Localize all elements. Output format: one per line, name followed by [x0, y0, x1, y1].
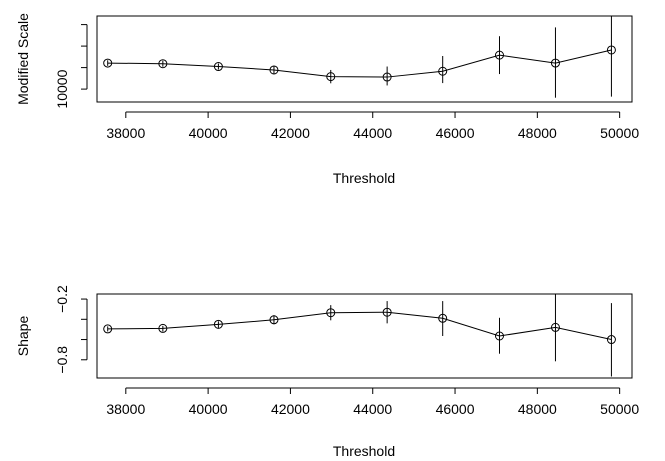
panel-2-x-axis-title: Threshold [333, 443, 395, 459]
data-point [550, 322, 560, 332]
panel-1-points [103, 45, 616, 82]
panel-2-confidence-intervals [107, 294, 612, 377]
x-tick-label: 42000 [271, 401, 310, 417]
y-tick-label: −0.2 [54, 285, 70, 313]
panel-1-y-axis-title: Modified Scale [15, 13, 31, 105]
data-point [494, 50, 504, 60]
panel-2-points [103, 307, 616, 345]
panel-1-confidence-intervals [107, 16, 612, 98]
panel-shape: −0.8 −0.2 38000 40000 42000 44000 46000 48000 5… [15, 285, 639, 459]
x-tick-label: 50000 [600, 125, 639, 141]
panel-modified-scale: 10000 38000 40000 42000 44000 46000 48000 5000… [15, 13, 639, 186]
data-point [103, 324, 113, 334]
data-point [326, 72, 336, 82]
x-tick-label: 38000 [106, 401, 145, 417]
x-tick-label: 48000 [518, 125, 557, 141]
data-point [269, 315, 279, 325]
x-tick-label: 48000 [518, 401, 557, 417]
panel-2-y-axis: −0.8 −0.2 [54, 285, 88, 374]
x-tick-label: 40000 [189, 401, 228, 417]
data-point [382, 72, 392, 82]
panel-2-series-line [107, 311, 612, 341]
x-tick-label: 44000 [353, 125, 392, 141]
panel-1-y-axis: 10000 [54, 24, 88, 109]
data-point [213, 62, 223, 72]
panel-2-x-axis: 38000 40000 42000 44000 46000 48000 50000 [106, 387, 639, 417]
data-point [158, 323, 168, 333]
data-point [213, 319, 223, 329]
data-point [550, 58, 560, 68]
panel-1-x-axis-title: Threshold [333, 170, 395, 186]
panel-1-frame [96, 15, 633, 103]
data-point [382, 307, 392, 317]
data-point [438, 66, 448, 76]
x-tick-label: 46000 [436, 125, 475, 141]
x-tick-label: 42000 [271, 125, 310, 141]
panel-1-x-axis: 38000 40000 42000 44000 46000 48000 50000 [106, 111, 639, 141]
panel-1-series-line [107, 49, 612, 78]
data-point [103, 58, 113, 68]
y-tick-label: 10000 [54, 69, 70, 108]
x-tick-label: 44000 [353, 401, 392, 417]
x-tick-label: 38000 [106, 125, 145, 141]
data-point [438, 313, 448, 323]
y-tick-label: −0.8 [54, 346, 70, 374]
panel-2-y-axis-title: Shape [15, 316, 31, 357]
data-point [606, 45, 616, 55]
data-point [269, 65, 279, 75]
data-point [326, 308, 336, 318]
x-tick-label: 40000 [189, 125, 228, 141]
panel-2-frame [96, 293, 633, 379]
data-point [494, 331, 504, 341]
data-point [606, 335, 616, 345]
data-point [158, 59, 168, 69]
x-tick-label: 46000 [436, 401, 475, 417]
x-tick-label: 50000 [600, 401, 639, 417]
